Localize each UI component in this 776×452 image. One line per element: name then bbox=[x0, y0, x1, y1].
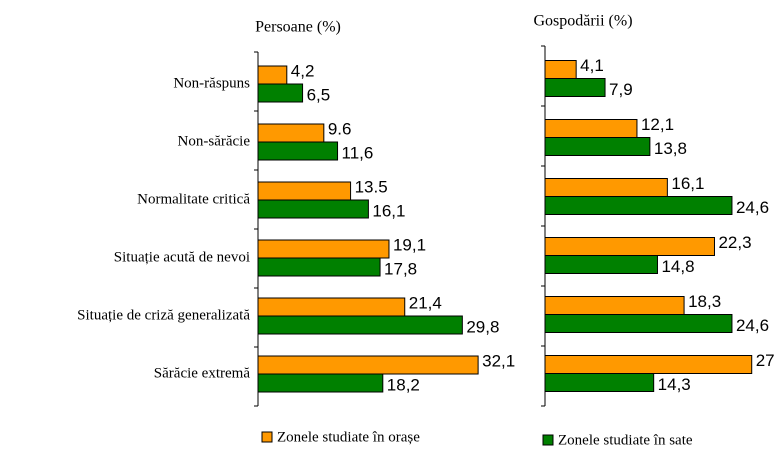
value-label: 24,6 bbox=[736, 316, 769, 335]
value-label: 19,1 bbox=[393, 235, 426, 254]
value-label: 4,1 bbox=[580, 56, 604, 75]
value-label: 21,4 bbox=[409, 293, 442, 312]
bar bbox=[544, 60, 577, 79]
bar bbox=[544, 196, 733, 215]
category-label: Sărăcie extremă bbox=[154, 365, 251, 381]
bar bbox=[544, 296, 685, 315]
bar bbox=[257, 65, 288, 85]
bar bbox=[257, 297, 406, 317]
category-label: Non-răspuns bbox=[173, 75, 250, 91]
chart-title: Persoane (%) bbox=[255, 19, 341, 36]
bar bbox=[257, 199, 369, 219]
legend-swatch bbox=[542, 434, 554, 446]
bar bbox=[544, 355, 753, 374]
bar bbox=[257, 373, 384, 393]
value-label: 24,6 bbox=[736, 198, 769, 217]
bar bbox=[544, 373, 655, 392]
category-label: Non-sărăcie bbox=[178, 133, 251, 149]
bar bbox=[544, 255, 658, 274]
value-label: 4,2 bbox=[291, 61, 315, 80]
category-label: Situație acută de nevoi bbox=[114, 249, 250, 265]
category-label: Situație de criză generalizată bbox=[77, 307, 250, 323]
bar bbox=[544, 178, 668, 197]
bar bbox=[544, 119, 638, 138]
chart-title: Gospodării (%) bbox=[533, 13, 632, 30]
bar bbox=[544, 137, 651, 156]
bar bbox=[257, 123, 325, 143]
value-label: 13,8 bbox=[654, 139, 687, 158]
value-label: 17,8 bbox=[384, 259, 417, 278]
bar bbox=[544, 78, 606, 97]
value-label: 27,2 bbox=[756, 351, 776, 370]
value-label: 18,3 bbox=[688, 292, 721, 311]
value-label: 11,6 bbox=[342, 143, 374, 162]
category-label: Normalitate critică bbox=[137, 191, 250, 207]
legend-label: Zonele studiate în sate bbox=[558, 432, 693, 448]
value-label: 32,1 bbox=[482, 351, 515, 370]
value-label: 13.5 bbox=[355, 177, 388, 196]
value-label: 18,2 bbox=[387, 375, 420, 394]
value-label: 14,8 bbox=[661, 257, 694, 276]
legend-label: Zonele studiate în orașe bbox=[277, 429, 420, 445]
bar bbox=[544, 314, 733, 333]
value-label: 6,5 bbox=[307, 85, 331, 104]
legend-swatch bbox=[261, 431, 273, 443]
bar bbox=[257, 181, 352, 201]
bar bbox=[544, 237, 715, 256]
bar bbox=[257, 83, 304, 103]
bar bbox=[257, 355, 479, 375]
value-label: 29,8 bbox=[466, 317, 499, 336]
value-label: 7,9 bbox=[609, 80, 633, 99]
bar bbox=[257, 239, 390, 259]
value-label: 16,1 bbox=[372, 201, 405, 220]
value-label: 16,1 bbox=[671, 174, 704, 193]
value-label: 14,3 bbox=[658, 375, 691, 394]
bar bbox=[257, 257, 381, 277]
bar bbox=[257, 315, 463, 335]
value-label: 9.6 bbox=[328, 119, 352, 138]
value-label: 22,3 bbox=[718, 233, 751, 252]
bar bbox=[257, 141, 339, 161]
value-label: 12,1 bbox=[641, 115, 674, 134]
